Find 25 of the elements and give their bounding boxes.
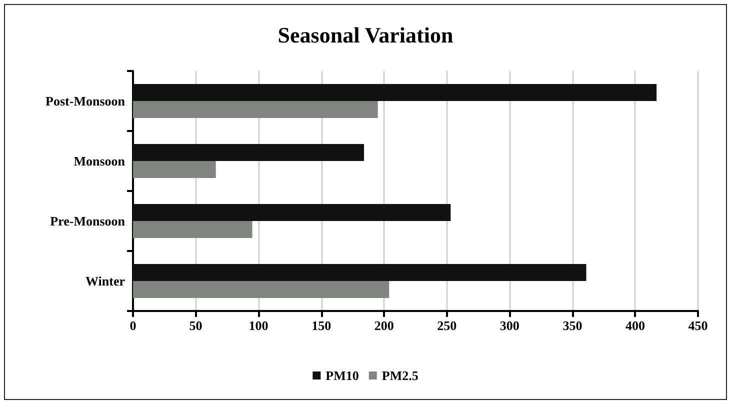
bar bbox=[133, 144, 364, 161]
bar bbox=[133, 101, 378, 118]
bar bbox=[133, 84, 657, 101]
y-tick-label: Post-Monsoon bbox=[46, 94, 126, 108]
x-tick-label: 150 bbox=[312, 318, 332, 333]
bar bbox=[133, 281, 390, 298]
x-tick-label: 350 bbox=[562, 318, 582, 333]
bar bbox=[133, 264, 586, 281]
bar bbox=[133, 161, 216, 178]
x-tick-label: 100 bbox=[248, 318, 268, 333]
x-tick-label: 300 bbox=[500, 318, 520, 333]
x-tick-label: 250 bbox=[437, 318, 457, 333]
x-tick-label: 200 bbox=[374, 318, 394, 333]
legend-label: PM2.5 bbox=[382, 368, 419, 383]
y-tick-label: Pre-Monsoon bbox=[50, 214, 126, 228]
x-tick-label: 0 bbox=[130, 318, 136, 333]
bar bbox=[133, 221, 252, 238]
legend-label: PM10 bbox=[326, 368, 359, 383]
y-tick-label: Winter bbox=[86, 274, 126, 288]
bar bbox=[133, 204, 451, 221]
chart-title: Seasonal Variation bbox=[278, 22, 454, 48]
x-tick-label: 450 bbox=[688, 318, 708, 333]
x-tick-label: 400 bbox=[625, 318, 645, 333]
y-tick-label: Monsoon bbox=[74, 154, 126, 168]
x-tick-label: 50 bbox=[189, 318, 202, 333]
